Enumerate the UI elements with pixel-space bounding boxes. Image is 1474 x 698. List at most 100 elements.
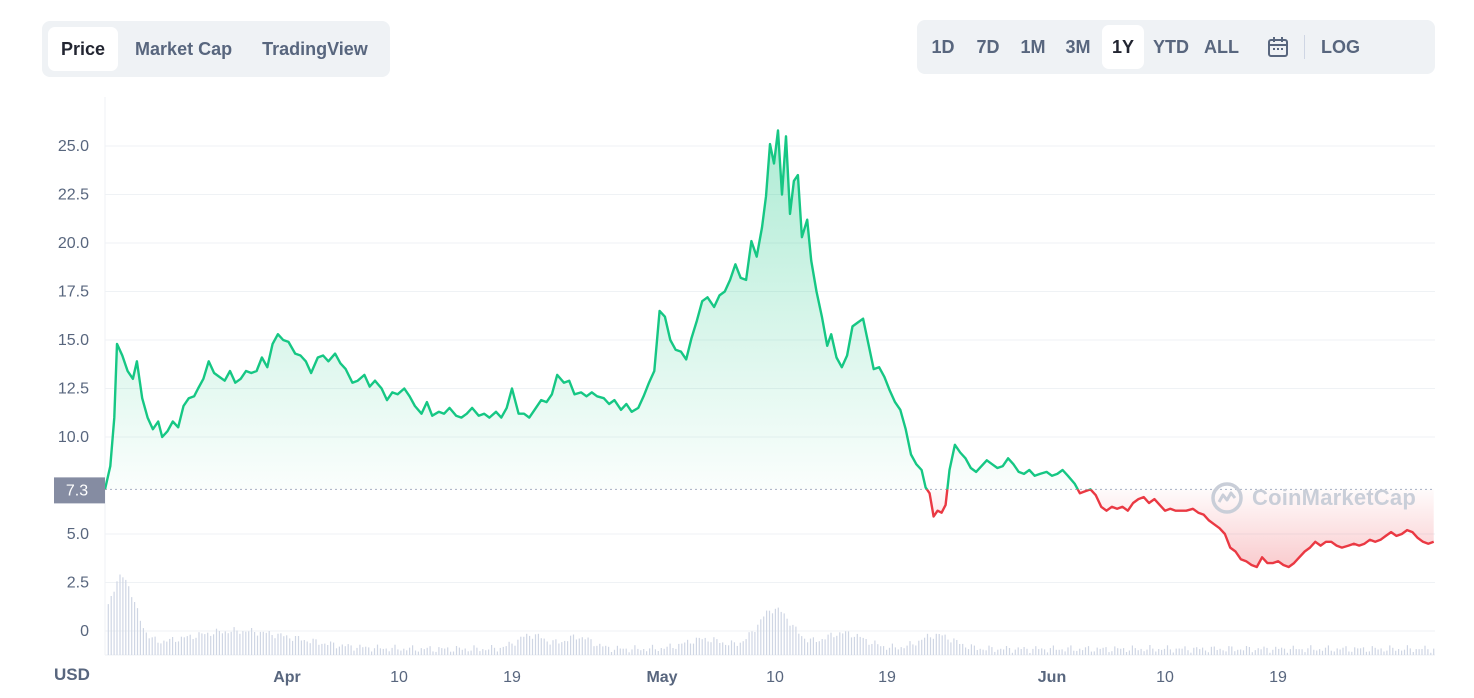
volume-bar bbox=[853, 636, 855, 655]
volume-bar bbox=[1196, 647, 1198, 655]
volume-bar bbox=[722, 642, 724, 655]
volume-bar bbox=[230, 631, 232, 655]
x-tick-label: Jun bbox=[1038, 669, 1066, 686]
x-tick-label: 10 bbox=[390, 669, 408, 686]
volume-bar bbox=[689, 643, 692, 655]
volume-bar bbox=[912, 644, 914, 655]
tab-tradingview[interactable]: TradingView bbox=[262, 38, 368, 59]
volume-bar bbox=[807, 642, 809, 655]
volume-bar bbox=[900, 647, 902, 655]
volume-bar bbox=[280, 633, 282, 655]
volume-bar bbox=[768, 610, 771, 655]
range-1d-button[interactable]: 1D bbox=[931, 36, 955, 57]
volume-bar bbox=[1005, 646, 1008, 655]
volume-bar bbox=[1357, 648, 1359, 655]
volume-bar bbox=[125, 579, 127, 655]
range-1m-button[interactable]: 1M bbox=[1020, 36, 1046, 57]
volume-bar bbox=[139, 620, 141, 655]
volume-bar bbox=[628, 652, 630, 655]
price-line-above bbox=[105, 129, 1093, 490]
baseline-value-label: 7.3 bbox=[66, 482, 88, 499]
y-tick-label: 17.5 bbox=[58, 284, 89, 301]
range-1y-button[interactable]: 1Y bbox=[1102, 25, 1144, 69]
volume-bar bbox=[725, 644, 727, 655]
volume-bar bbox=[748, 632, 750, 655]
volume-bar bbox=[909, 641, 911, 655]
x-tick-label: 19 bbox=[1269, 669, 1287, 686]
volume-bar bbox=[1008, 648, 1011, 655]
volume-bar bbox=[947, 639, 949, 655]
volume-bar bbox=[1161, 649, 1163, 655]
volume-bar bbox=[1260, 649, 1262, 655]
volume-bar bbox=[1058, 649, 1060, 655]
volume-bar bbox=[906, 645, 908, 655]
volume-bar bbox=[1275, 646, 1277, 655]
volume-bar bbox=[850, 637, 853, 655]
range-7d-button[interactable]: 7D bbox=[976, 36, 1000, 57]
volume-bar bbox=[760, 619, 762, 655]
volume-bar bbox=[979, 648, 981, 655]
volume-bar bbox=[520, 636, 522, 655]
volume-bar bbox=[1190, 652, 1192, 655]
volume-bar bbox=[1108, 652, 1110, 655]
range-ytd-button[interactable]: YTD bbox=[1153, 36, 1189, 57]
volume-bar bbox=[1354, 647, 1356, 655]
volume-bar bbox=[1105, 647, 1107, 655]
volume-bar bbox=[1055, 649, 1057, 655]
volume-bar bbox=[540, 638, 542, 655]
volume-bar bbox=[619, 648, 621, 655]
volume-bar bbox=[815, 642, 817, 655]
volume-bar bbox=[1380, 648, 1382, 655]
volume-bar bbox=[479, 651, 481, 655]
volume-bar bbox=[1351, 651, 1353, 655]
volume-bar bbox=[300, 640, 302, 655]
volume-bar bbox=[1263, 646, 1265, 655]
tab-price[interactable]: Price bbox=[48, 27, 119, 71]
volume-bar bbox=[973, 645, 975, 655]
volume-bar bbox=[192, 639, 194, 655]
volume-bar bbox=[1362, 647, 1365, 655]
volume-bar bbox=[657, 651, 659, 655]
volume-bar bbox=[373, 648, 376, 655]
volume-bar bbox=[1383, 651, 1385, 655]
tab-market-cap[interactable]: Market Cap bbox=[135, 38, 233, 59]
volume-bar bbox=[371, 651, 373, 655]
volume-bar bbox=[429, 646, 431, 655]
volume-bar bbox=[894, 647, 896, 655]
volume-bar bbox=[239, 633, 241, 655]
volume-bar bbox=[517, 639, 519, 655]
volume-bar bbox=[827, 634, 829, 655]
volume-bar bbox=[359, 644, 361, 655]
volume-bar bbox=[789, 625, 791, 655]
volume-bar bbox=[128, 586, 130, 655]
volume-bar bbox=[757, 624, 759, 655]
volume-bar bbox=[256, 635, 259, 655]
volume-bar bbox=[809, 638, 812, 655]
volume-bar bbox=[818, 641, 820, 655]
watermark: CoinMarketCap bbox=[1210, 481, 1416, 515]
volume-bar bbox=[935, 633, 937, 655]
volume-bar bbox=[1181, 648, 1183, 655]
volume-bar bbox=[1377, 649, 1379, 655]
log-scale-button[interactable]: LOG bbox=[1321, 36, 1360, 57]
calendar-icon[interactable] bbox=[1256, 25, 1300, 69]
range-all-button[interactable]: ALL bbox=[1204, 36, 1239, 57]
range-3m-button[interactable]: 3M bbox=[1065, 36, 1091, 57]
volume-bar bbox=[1117, 648, 1119, 655]
volume-bar bbox=[1307, 648, 1309, 655]
volume-bar bbox=[602, 646, 604, 655]
volume-bar bbox=[886, 649, 888, 655]
volume-bar bbox=[1289, 649, 1291, 655]
volume-bar bbox=[1327, 645, 1329, 655]
volume-bar bbox=[473, 645, 475, 655]
volume-bar bbox=[543, 638, 545, 655]
volume-bar bbox=[356, 647, 358, 655]
volume-bar bbox=[1251, 652, 1253, 655]
volume-bar bbox=[701, 639, 703, 655]
volume-bar bbox=[1207, 652, 1209, 655]
y-tick-label: 0 bbox=[80, 623, 89, 640]
volume-bar bbox=[1070, 645, 1072, 655]
volume-bar bbox=[414, 650, 417, 655]
volume-bar bbox=[1131, 645, 1133, 655]
